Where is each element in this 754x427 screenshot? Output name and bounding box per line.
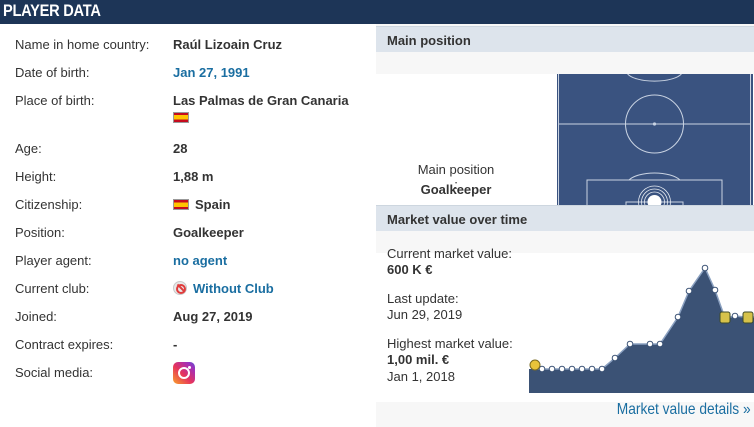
row-label: Age: bbox=[15, 141, 42, 156]
market-value-graph[interactable] bbox=[529, 263, 754, 393]
row-player-agent: Player agent: no agent bbox=[15, 249, 365, 271]
row-label: Current club: bbox=[15, 281, 90, 296]
market-value-details-link[interactable]: Market value details » bbox=[617, 401, 751, 418]
pitch-diagram bbox=[557, 74, 753, 224]
row-label: Position: bbox=[15, 225, 65, 240]
club-badge-icon bbox=[529, 311, 754, 371]
main-position-value: Goalkeeper bbox=[420, 182, 492, 197]
row-name: Name in home country: Raúl Lizoain Cruz bbox=[15, 33, 365, 55]
joined-value: Aug 27, 2019 bbox=[173, 309, 253, 324]
without-club-icon bbox=[173, 281, 187, 295]
position-value: Goalkeeper bbox=[173, 225, 244, 240]
highest-value-label: Highest market value: bbox=[387, 336, 513, 351]
contract-expires-value: - bbox=[173, 337, 178, 352]
row-social-media: Social media: bbox=[15, 361, 365, 387]
market-value-box: Current market value: 600 K € Last updat… bbox=[376, 246, 754, 402]
last-update-value: Jun 29, 2019 bbox=[387, 307, 463, 322]
row-label: Date of birth: bbox=[15, 65, 90, 80]
current-club-link[interactable]: Without Club bbox=[173, 281, 274, 296]
age-value: 28 bbox=[173, 141, 188, 156]
instagram-icon[interactable] bbox=[173, 362, 195, 384]
section-header: PLAYER DATA bbox=[0, 0, 754, 24]
section-title: PLAYER DATA bbox=[3, 1, 101, 20]
spain-flag-icon bbox=[173, 199, 189, 210]
citizenship-value: Spain bbox=[173, 197, 230, 212]
current-club-text[interactable]: Without Club bbox=[193, 281, 274, 296]
row-place-of-birth: Place of birth: Las Palmas de Gran Canar… bbox=[15, 89, 365, 129]
row-contract-expires: Contract expires: - bbox=[15, 333, 365, 355]
highest-value: 1,00 mil. € bbox=[387, 352, 450, 367]
market-value-header: Market value over time bbox=[376, 205, 754, 231]
row-label: Player agent: bbox=[15, 253, 92, 268]
row-age: Age: 28 bbox=[15, 137, 365, 159]
market-value-heading: Market value over time bbox=[387, 212, 528, 227]
place-of-birth-value: Las Palmas de Gran Canaria bbox=[173, 93, 349, 108]
row-label: Name in home country: bbox=[15, 37, 150, 52]
spain-flag-icon bbox=[173, 112, 189, 123]
citizenship-text: Spain bbox=[195, 197, 231, 212]
row-label: Height: bbox=[15, 169, 57, 184]
right-panel: Main position Main position : Goalkeeper bbox=[376, 24, 754, 427]
row-label: Citizenship: bbox=[15, 197, 83, 212]
player-data-list: Name in home country: Raúl Lizoain Cruz … bbox=[0, 24, 375, 427]
main-position-heading: Main position bbox=[387, 33, 471, 48]
row-label: Joined: bbox=[15, 309, 57, 324]
row-date-of-birth: Date of birth: Jan 27, 1991 bbox=[15, 61, 365, 83]
graph-points bbox=[538, 264, 739, 373]
current-value: 600 K € bbox=[387, 262, 433, 277]
row-label: Contract expires: bbox=[15, 337, 114, 352]
row-current-club: Current club: Without Club bbox=[15, 277, 365, 299]
main-position-header: Main position bbox=[376, 26, 754, 52]
height-value: 1,88 m bbox=[173, 169, 214, 184]
row-height: Height: 1,88 m bbox=[15, 165, 365, 187]
row-position: Position: Goalkeeper bbox=[15, 221, 365, 243]
row-label: Place of birth: bbox=[15, 93, 95, 108]
main-position-label: Main position : bbox=[417, 162, 495, 192]
row-joined: Joined: Aug 27, 2019 bbox=[15, 305, 365, 327]
row-label: Social media: bbox=[15, 365, 94, 380]
current-value-label: Current market value: bbox=[387, 246, 512, 261]
name-value: Raúl Lizoain Cruz bbox=[173, 37, 283, 52]
main-position-box: Main position : Goalkeeper bbox=[376, 74, 754, 224]
row-citizenship: Citizenship: Spain bbox=[15, 193, 365, 215]
highest-value-date: Jan 1, 2018 bbox=[387, 369, 455, 384]
date-of-birth-link[interactable]: Jan 27, 1991 bbox=[173, 65, 250, 80]
last-update-label: Last update: bbox=[387, 291, 459, 306]
player-agent-link[interactable]: no agent bbox=[173, 253, 228, 268]
